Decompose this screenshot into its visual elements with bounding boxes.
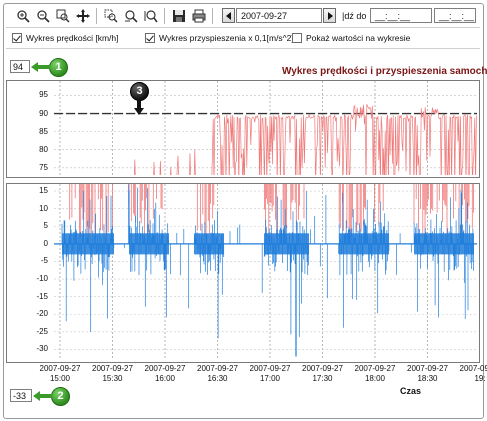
accel-dense-band xyxy=(264,233,309,255)
y-tick-label: 80 xyxy=(39,144,48,154)
y-tick-label: -20 xyxy=(36,309,48,319)
accel-dense-band xyxy=(414,233,474,255)
max-value-field[interactable]: 94 xyxy=(10,60,30,73)
x-tick-date: 2007-09-27 xyxy=(302,364,343,373)
accel-chart-checkbox[interactable]: Wykres przyspieszenia x 0,1[m/s^2] xyxy=(145,32,294,44)
checkbox-mark[interactable] xyxy=(145,33,155,43)
zoom-reset-icon[interactable] xyxy=(54,7,72,25)
divider xyxy=(6,48,480,49)
time-from-field[interactable]: __:__:__ xyxy=(370,8,432,23)
x-tick-time: 17:30 xyxy=(312,374,333,383)
zoom-horizontal-icon[interactable] xyxy=(142,7,160,25)
checkbox-mark[interactable] xyxy=(292,33,302,43)
y-tick-label: 75 xyxy=(39,162,48,172)
save-icon[interactable] xyxy=(170,7,188,25)
zoom-out-icon[interactable] xyxy=(34,7,52,25)
x-tick-label: 2007-09-27 15:30 xyxy=(87,364,139,384)
speed-chart-label: Wykres prędkości [km/h] xyxy=(26,33,119,43)
x-tick-date: 2007-09-27 xyxy=(92,364,133,373)
speed-chart-checkbox[interactable]: Wykres prędkości [km/h] xyxy=(12,32,119,44)
x-tick-date: 2007-09-27 xyxy=(354,364,396,373)
y-tick-label: -15 xyxy=(36,291,48,301)
show-values-label: Pokaż wartości na wykresie xyxy=(306,33,411,43)
accel-chart-label: Wykres przyspieszenia x 0,1[m/s^2] xyxy=(159,33,294,43)
accel-dense-band xyxy=(62,233,114,255)
y-tick-label: -5 xyxy=(40,256,48,266)
pan-icon[interactable] xyxy=(74,7,92,25)
x-tick-time: 18:00 xyxy=(364,374,386,383)
accel-dense-band xyxy=(194,233,224,255)
x-tick-time: 16:00 xyxy=(154,374,176,383)
arrow-left-icon xyxy=(33,391,52,401)
x-tick-label: 2007-09-2719: xyxy=(454,364,487,384)
arrow-down-icon xyxy=(134,99,144,115)
y-tick-label: 95 xyxy=(39,90,48,100)
x-tick-time: 19: xyxy=(474,374,486,383)
speed-series-line xyxy=(133,104,477,175)
x-tick-label: 2007-09-27 15:00 xyxy=(34,364,86,384)
zoom-in-icon[interactable] xyxy=(14,7,32,25)
date-field[interactable]: 2007-09-27 xyxy=(236,8,322,23)
y-tick-label: 0 xyxy=(43,238,48,248)
x-tick-date: 2007-09-27 xyxy=(407,364,448,373)
time-to-field[interactable]: __:__:__ xyxy=(434,8,476,23)
accel-dense-band xyxy=(339,233,389,255)
chart-title: Wykres prędkości i przyspieszenia samoch… xyxy=(282,66,487,77)
x-tick-time: 15:00 xyxy=(49,374,71,383)
print-icon[interactable] xyxy=(190,7,208,25)
toolbar: 2007-09-27 |dź do __:__:__ __:__:__ xyxy=(6,6,476,26)
x-tick-label: 2007-09-27 18:30 xyxy=(402,364,454,384)
previous-day-button[interactable] xyxy=(222,8,235,23)
time-range-label: |dź do xyxy=(342,11,367,21)
x-tick-time: 15:30 xyxy=(102,374,123,383)
x-tick-label: 2007-09-27 17:00 xyxy=(244,364,296,384)
x-tick-time: 18:30 xyxy=(417,374,438,383)
show-values-checkbox[interactable]: Pokaż wartości na wykresie xyxy=(292,32,410,44)
zoom-vertical-icon[interactable] xyxy=(122,7,140,25)
x-tick-label: 2007-09-27 16:30 xyxy=(192,364,244,384)
accel-chart-panel xyxy=(6,183,480,363)
checkbox-mark[interactable] xyxy=(12,33,22,43)
x-axis-label: Czas xyxy=(400,386,422,396)
x-tick-date: 2007-09-27 xyxy=(459,364,487,373)
accel-chart[interactable] xyxy=(54,184,477,360)
divider xyxy=(6,27,480,28)
x-tick-label: 2007-09-27 16:00 xyxy=(139,364,191,384)
y-tick-label: 85 xyxy=(39,126,48,136)
toolbar-separator xyxy=(164,8,165,24)
accel-dense-band xyxy=(129,233,169,255)
x-tick-date: 2007-09-27 xyxy=(144,364,186,373)
next-day-button[interactable] xyxy=(323,8,336,23)
zoom-region-icon[interactable] xyxy=(102,7,120,25)
x-tick-date: 2007-09-27 xyxy=(249,364,291,373)
toolbar-separator xyxy=(212,8,213,24)
y-tick-label: -10 xyxy=(36,274,48,284)
y-tick-label: 5 xyxy=(43,221,48,231)
y-tick-label: 15 xyxy=(39,186,48,196)
x-tick-time: 17:00 xyxy=(259,374,281,383)
x-tick-date: 2007-09-27 xyxy=(39,364,81,373)
y-tick-label: 90 xyxy=(39,108,48,118)
x-tick-label: 2007-09-27 18:00 xyxy=(349,364,401,384)
x-tick-time: 16:30 xyxy=(207,374,228,383)
speed-chart[interactable] xyxy=(54,81,477,175)
toolbar-separator xyxy=(96,8,97,24)
x-tick-label: 2007-09-27 17:30 xyxy=(297,364,349,384)
y-tick-label: 10 xyxy=(39,203,48,213)
arrow-left-icon xyxy=(31,62,50,72)
y-tick-label: -30 xyxy=(36,344,48,354)
min-value-field[interactable]: -33 xyxy=(10,389,32,402)
y-tick-label: -25 xyxy=(36,326,48,336)
x-tick-date: 2007-09-27 xyxy=(197,364,238,373)
